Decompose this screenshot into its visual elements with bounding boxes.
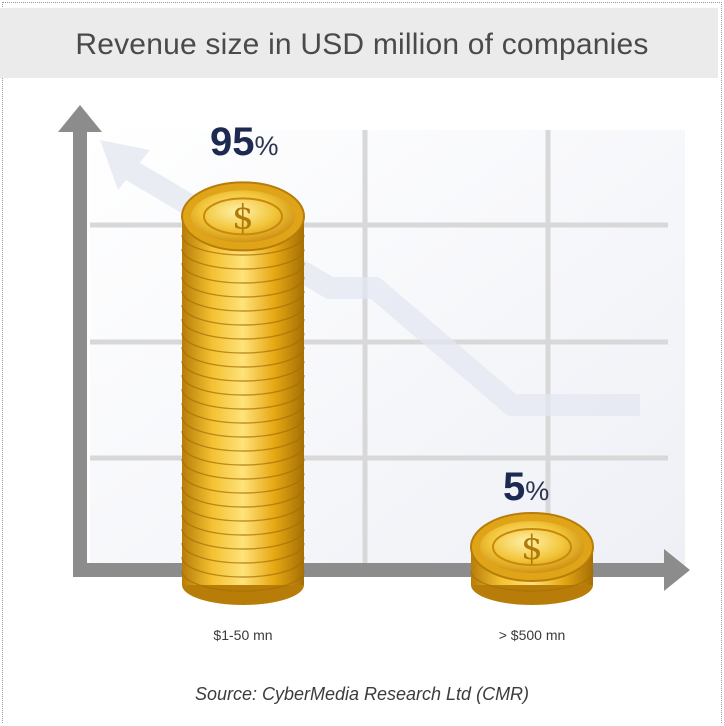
data-label-2-number: 5 [503,465,525,509]
category-label-2: > $500 mn [499,627,566,643]
dollar-icon: $ [521,528,543,568]
source-note: Source: CyberMedia Research Ltd (CMR) [194,684,530,704]
y-axis-arrowhead [58,105,102,132]
y-axis [73,128,87,576]
bar-2: $ [470,512,594,605]
category-label-1: $1-50 mn [213,627,272,643]
bar-1: $ [181,181,305,605]
data-label-2-unit: % [525,476,549,506]
chart-title: Revenue size in USD million of companies [75,28,649,61]
dollar-icon: $ [232,197,254,237]
data-label-1: 95% [210,120,279,164]
data-label-1-unit: % [255,131,279,161]
x-axis-arrowhead [664,549,690,591]
bars: $$ [181,181,594,605]
title-band [0,8,718,78]
data-label-1-number: 95 [210,120,255,164]
data-label-2: 5% [503,465,549,509]
